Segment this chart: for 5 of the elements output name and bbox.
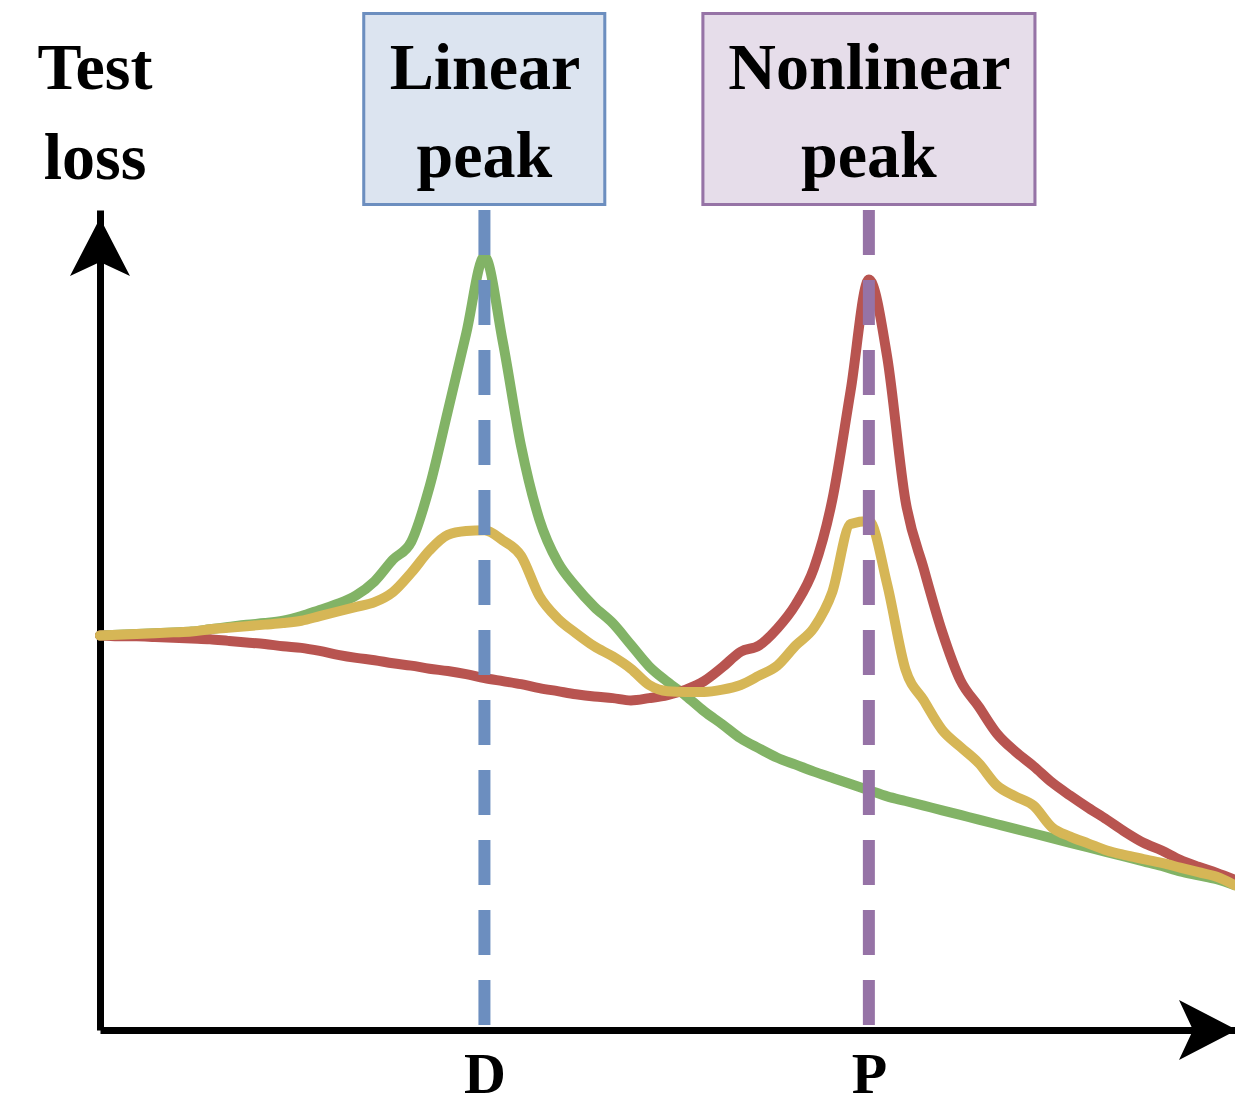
x-tick-label: P bbox=[851, 1040, 888, 1106]
x-tick-label: D bbox=[463, 1040, 506, 1106]
ref-line-label: Nonlinear peak bbox=[701, 12, 1037, 206]
ref-line-label: Linear peak bbox=[362, 12, 607, 206]
y-axis-title: Test loss bbox=[36, 29, 154, 195]
